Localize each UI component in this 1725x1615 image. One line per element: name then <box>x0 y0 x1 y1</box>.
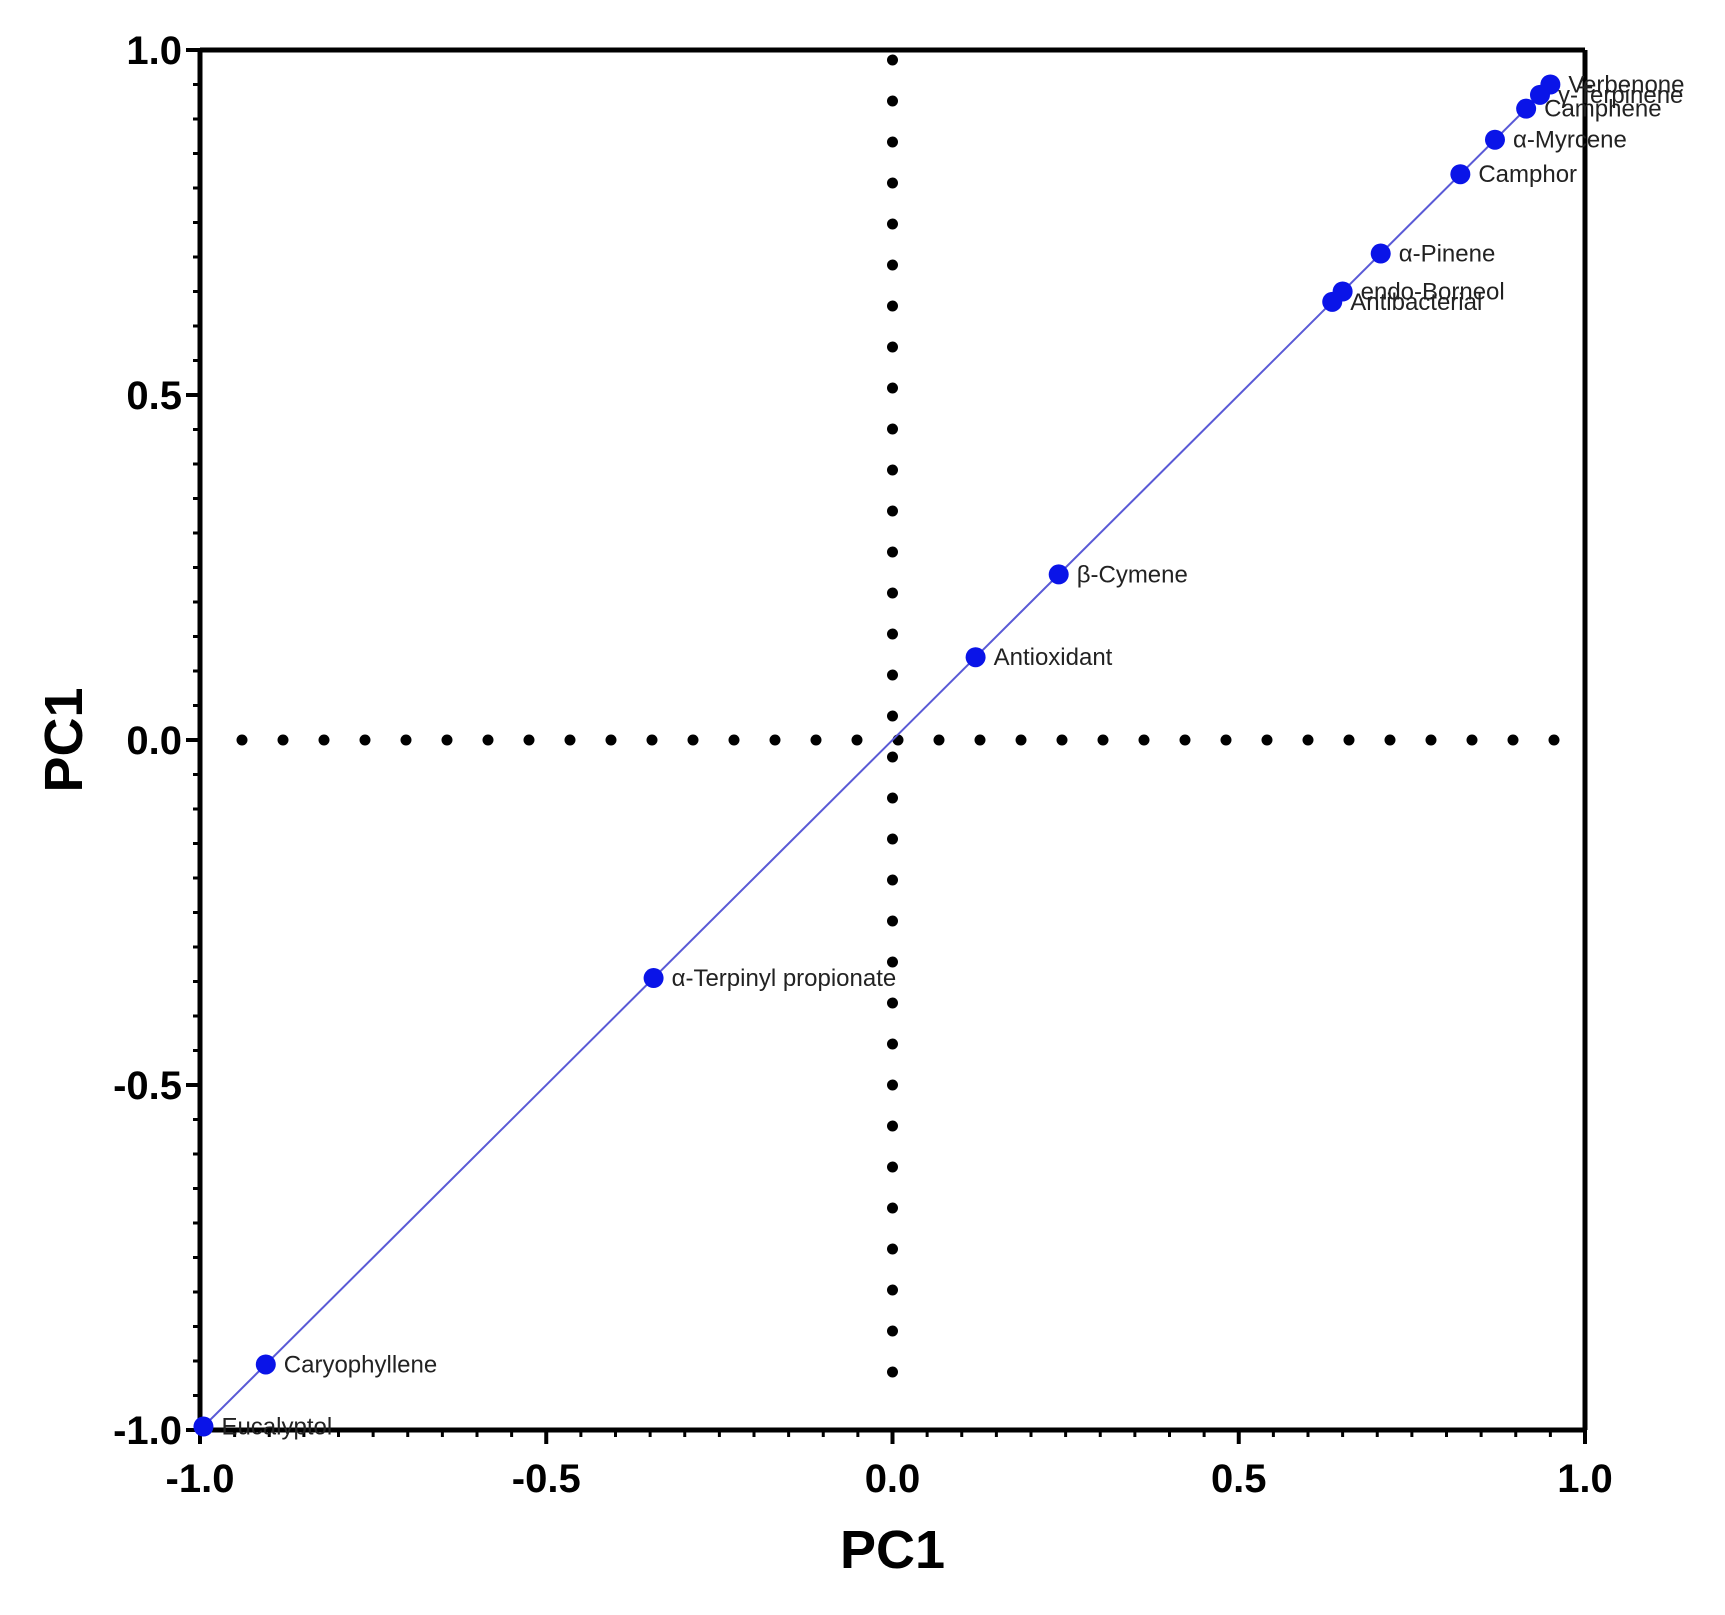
point-label: endo-Borneol <box>1361 279 1505 306</box>
y-tick-label: 0.0 <box>126 719 182 763</box>
data-point <box>1370 243 1391 264</box>
point-label: Antibacterial <box>1350 289 1482 316</box>
x-tick-label: 0.0 <box>865 1457 921 1501</box>
y-axis-title: PC1 <box>34 687 94 792</box>
x-tick-label: -0.5 <box>512 1457 581 1501</box>
y-tick-label: 1.0 <box>126 29 182 73</box>
data-point <box>193 1416 214 1437</box>
tick-labels: -1.0 -0.5 0.0 0.5 1.0 -1.0 -0.5 0.0 0.5 1.0 <box>113 29 1613 1501</box>
point-label: α-Myrcene <box>1513 127 1627 154</box>
point-label: Antioxidant <box>994 644 1113 671</box>
y-tick-label: -1.0 <box>113 1409 182 1453</box>
data-point <box>1048 564 1069 585</box>
x-tick-label: 1.0 <box>1557 1457 1613 1501</box>
data-point <box>1450 164 1471 185</box>
point-label: Verbenone <box>1568 72 1684 99</box>
reference-lines <box>236 54 1571 1416</box>
point-label: Camphene <box>1544 96 1661 123</box>
data-point <box>1484 129 1505 150</box>
x-axis-title: PC1 <box>840 1520 945 1580</box>
minor-ticks <box>186 48 1587 1444</box>
data-point <box>1322 291 1343 312</box>
data-point <box>255 1354 276 1375</box>
x-tick-label: -1.0 <box>166 1457 235 1501</box>
point-label: β-Cymene <box>1077 561 1188 588</box>
y-tick-label: -0.5 <box>113 1064 182 1108</box>
point-label: α-Pinene <box>1399 241 1496 268</box>
data-point <box>1529 84 1550 105</box>
y-tick-label: 0.5 <box>126 374 182 418</box>
data-point <box>643 968 664 989</box>
data-points <box>193 74 1561 1437</box>
point-label: α-Terpinyl propionate <box>672 965 897 992</box>
point-label: Caryophyllene <box>284 1351 437 1378</box>
point-label: Eucalyptol <box>221 1414 332 1441</box>
point-label: γ-Terpinene <box>1558 82 1683 109</box>
x-tick-label: 0.5 <box>1211 1457 1267 1501</box>
data-point <box>1516 98 1537 119</box>
data-point <box>965 647 986 668</box>
point-label: Camphor <box>1478 161 1577 188</box>
